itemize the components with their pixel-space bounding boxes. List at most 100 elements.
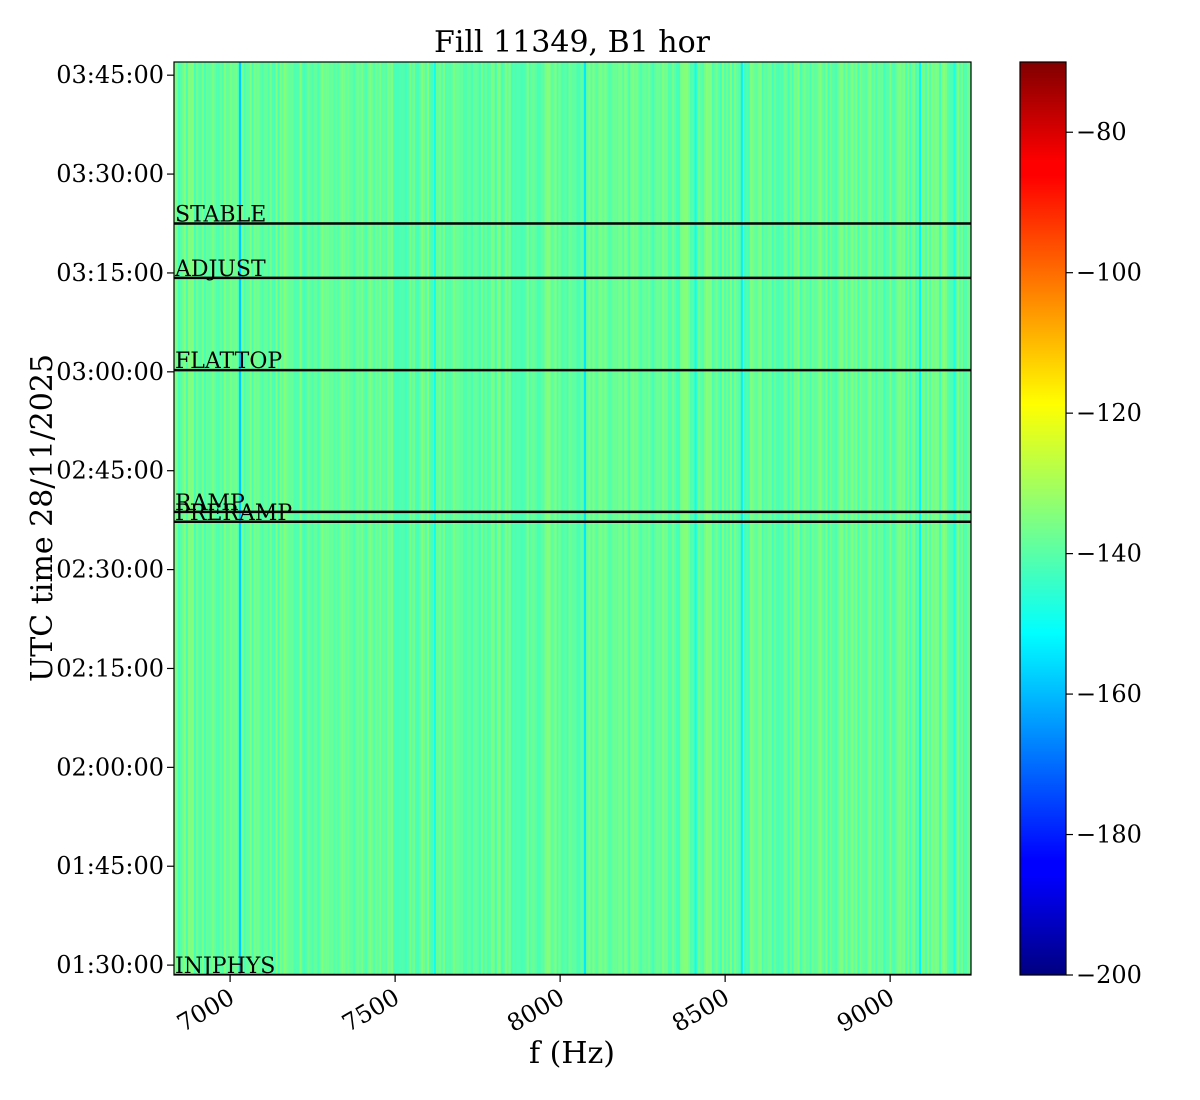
- heatmap-bin: [329, 62, 332, 975]
- heatmap-bin: [636, 62, 639, 975]
- heatmap-bin: [285, 62, 288, 975]
- heatmap-bin: [580, 62, 583, 975]
- spectral-line: [740, 62, 743, 975]
- heatmap-bin: [775, 62, 779, 975]
- heatmap-bin: [967, 62, 970, 975]
- heatmap-bin: [548, 62, 551, 975]
- heatmap-bin: [301, 62, 304, 975]
- heatmap-bin: [199, 62, 203, 975]
- heatmap-bin: [955, 62, 958, 975]
- heatmap-bin: [624, 62, 627, 975]
- y-tick-label: 02:45:00: [56, 457, 164, 485]
- heatmap-bin: [851, 62, 854, 975]
- heatmap-bin: [757, 62, 761, 975]
- heatmap-bin: [203, 62, 207, 975]
- heatmap-bin: [325, 62, 328, 975]
- heatmap-bin: [345, 62, 348, 975]
- heatmap-bin: [514, 62, 518, 975]
- heatmap-bin: [480, 62, 484, 975]
- heatmap-bin: [303, 62, 306, 975]
- colorbar-tick-label: −80: [1076, 118, 1127, 146]
- heatmap-bin: [664, 62, 667, 975]
- heatmap-bin: [522, 62, 526, 975]
- plot-frame: [173, 61, 972, 976]
- heatmap-bin: [259, 62, 263, 975]
- heatmap-bin: [492, 62, 496, 975]
- event-label: INJPHYS: [175, 954, 275, 979]
- heatmap-bin: [369, 62, 372, 975]
- heatmap-bin: [909, 62, 912, 975]
- heatmap-bin: [403, 62, 406, 975]
- heatmap-bin: [825, 62, 828, 975]
- heatmap-bin: [947, 62, 950, 975]
- heatmap-bin: [899, 62, 902, 975]
- heatmap-bin: [799, 62, 803, 975]
- heatmap-bin: [556, 62, 559, 975]
- heatmap-bin: [496, 62, 500, 975]
- heatmap-bin: [223, 62, 227, 975]
- heatmap-bin: [542, 62, 546, 975]
- heatmap-bin: [735, 62, 739, 975]
- heatmap-bin: [797, 62, 801, 975]
- heatmap-bin: [680, 62, 683, 975]
- heatmap-bin: [949, 62, 952, 975]
- heatmap-bin: [417, 62, 420, 975]
- heatmap-bin: [891, 62, 894, 975]
- heatmap-bin: [337, 62, 340, 975]
- heatmap-bin: [596, 62, 599, 975]
- heatmap-bin: [476, 62, 480, 975]
- heatmap-bin: [363, 62, 366, 975]
- heatmap-bin: [405, 62, 408, 975]
- heatmap-bin: [590, 62, 593, 975]
- event-label: FLATTOP: [175, 349, 282, 374]
- heatmap-bin: [781, 62, 785, 975]
- heatmap-bin: [769, 62, 773, 975]
- heatmap-bin: [263, 62, 267, 975]
- heatmap-bin: [482, 62, 486, 975]
- heatmap-bin: [299, 62, 302, 975]
- heatmap-bin: [319, 62, 322, 975]
- heatmap-bin: [265, 62, 269, 975]
- heatmap-bin: [560, 62, 563, 975]
- heatmap-bin: [327, 62, 330, 975]
- colorbar-tick-label: −200: [1076, 961, 1142, 989]
- heatmap-bin: [311, 62, 314, 975]
- event-label: STABLE: [175, 203, 266, 228]
- heatmap-bin: [612, 62, 615, 975]
- heatmap-bin: [460, 62, 464, 975]
- heatmap-bin: [761, 62, 765, 975]
- heatmap-bin: [437, 62, 440, 975]
- heatmap-bin: [731, 62, 735, 975]
- heatmap-bin: [913, 62, 916, 975]
- heatmap-bin: [690, 62, 693, 975]
- heatmap-bin: [506, 62, 510, 975]
- heatmap-bin: [704, 62, 707, 975]
- heatmap-bin: [582, 62, 585, 975]
- heatmap-bin: [869, 62, 872, 975]
- heatmap-bin: [377, 62, 380, 975]
- heatmap-bin: [634, 62, 637, 975]
- heatmap-bin: [630, 62, 633, 975]
- heatmap-bin: [686, 62, 689, 975]
- heatmap-bin: [367, 62, 370, 975]
- heatmap-bin: [753, 62, 757, 975]
- heatmap-bin: [819, 62, 822, 975]
- heatmap-bin: [917, 62, 920, 975]
- heatmap-bin: [698, 62, 701, 975]
- y-axis-label: UTC time 28/11/2025: [25, 354, 60, 682]
- heatmap-bin: [616, 62, 619, 975]
- heatmap-bin: [454, 62, 458, 975]
- heatmap-bin: [865, 62, 868, 975]
- heatmap-bin: [604, 62, 607, 975]
- heatmap-bin: [715, 62, 719, 975]
- heatmap-bin: [351, 62, 354, 975]
- heatmap-bin: [598, 62, 601, 975]
- heatmap-bin: [793, 62, 797, 975]
- heatmap-bin: [945, 62, 948, 975]
- heatmap-bin: [789, 62, 793, 975]
- heatmap-bin: [215, 62, 219, 975]
- heatmap-bin: [331, 62, 334, 975]
- heatmap-bin: [494, 62, 498, 975]
- heatmap-bin: [773, 62, 777, 975]
- heatmap-bin: [397, 62, 400, 975]
